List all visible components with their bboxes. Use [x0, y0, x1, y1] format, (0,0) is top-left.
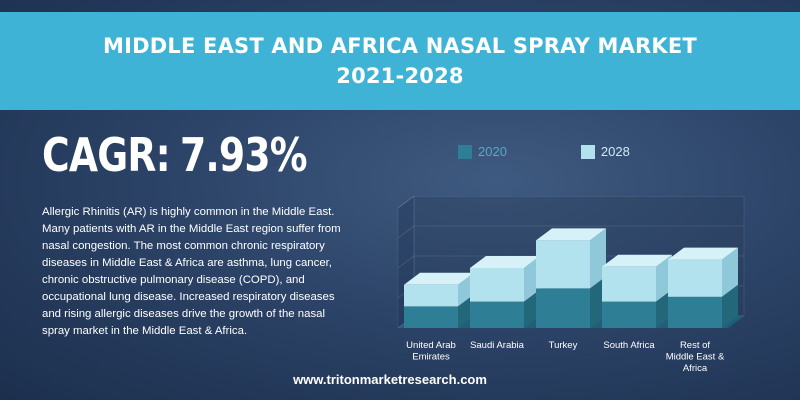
legend-label-2020: 2020 — [478, 144, 507, 159]
bar-2028-top-0 — [404, 272, 474, 285]
bar-2020-3 — [602, 301, 656, 328]
title-line-2: 2021-2028 — [336, 64, 464, 88]
bar-2028-1 — [470, 268, 524, 302]
bar-2028-top-1 — [470, 256, 540, 268]
cagr-heading: CAGR: 7.93% — [42, 128, 335, 198]
bar-2028-0 — [404, 284, 458, 307]
chart-legend: 2020 2028 — [458, 144, 630, 159]
tick-label-0: United Arab Emirates — [406, 340, 456, 363]
bar-2028-4 — [668, 259, 722, 297]
title-line-1: MIDDLE EAST AND AFRICA NASAL SPRAY MARKE… — [103, 34, 697, 58]
bar-2028-2 — [536, 240, 590, 289]
bar-2020-side-4 — [722, 284, 738, 328]
tick-label-2: Turkey — [549, 340, 578, 351]
gridline-side-3 — [397, 225, 415, 239]
legend-item-2028: 2028 — [580, 144, 630, 159]
gridline-side-2 — [397, 255, 415, 269]
bar-2028-side-4 — [722, 247, 738, 297]
legend-swatch-2028 — [580, 144, 595, 159]
bar-2028-top-3 — [602, 254, 672, 267]
title-banner: MIDDLE EAST AND AFRICA NASAL SPRAY MARKE… — [0, 12, 800, 110]
gridline-side-4 — [397, 196, 415, 209]
footer-url-text[interactable]: www.tritonmarketresearch.com — [293, 372, 487, 387]
bar-2028-top-4 — [668, 247, 738, 260]
legend-swatch-2020 — [458, 144, 472, 159]
footer-url[interactable]: www.tritonmarketresearch.com — [0, 372, 800, 387]
bar-2020-2 — [536, 288, 590, 328]
tick-label-4: Rest of Middle East & Africa — [666, 340, 725, 374]
legend-item-2020: 2020 — [458, 144, 507, 159]
bar-chart: United Arab Emirates Saudi Arabia Turkey Sou… — [397, 196, 745, 374]
description-text: Allergic Rhinitis (AR) is highly common … — [42, 206, 341, 337]
tick-label-1: Saudi Arabia — [470, 340, 525, 351]
cagr-label: CAGR: — [42, 128, 171, 182]
bar-2020-1 — [470, 301, 524, 328]
bar-2028-top-2 — [536, 228, 606, 241]
bar-2028-3 — [602, 266, 656, 302]
cagr-value: 7.93% — [179, 128, 308, 182]
tick-label-3: South Africa — [603, 340, 655, 351]
legend-label-2028: 2028 — [600, 144, 630, 159]
bar-2020-0 — [404, 306, 458, 328]
bar-2020-4 — [668, 296, 722, 328]
